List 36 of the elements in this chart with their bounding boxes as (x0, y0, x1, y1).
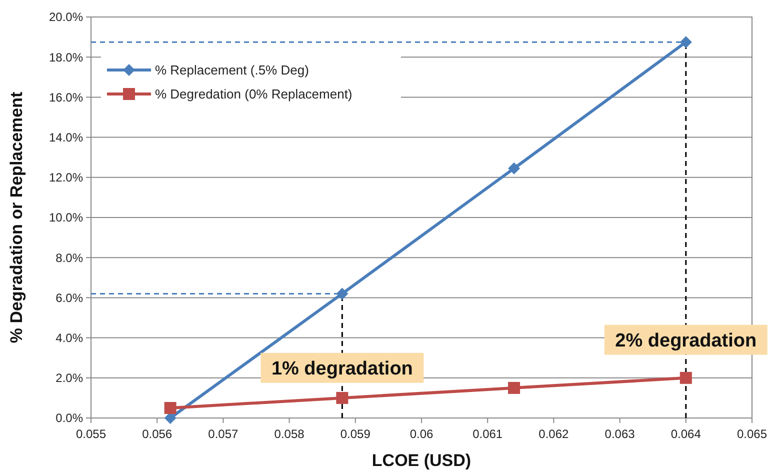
x-tick-label: 0.055 (76, 427, 106, 441)
point (508, 162, 520, 174)
point (164, 412, 176, 424)
y-tick-label: 0.0% (56, 411, 84, 426)
x-tick-label: 0.061 (472, 427, 503, 441)
point (680, 36, 692, 48)
x-tick-label: 0.063 (604, 427, 636, 441)
x-tick-label: 0.062 (538, 427, 570, 441)
x-tick-label: 0.06 (410, 427, 434, 441)
annotation: 1% degradation (271, 358, 413, 380)
point (680, 372, 692, 384)
y-tick-label: 20.0% (48, 10, 84, 24)
annotation: 2% degradation (615, 330, 757, 352)
x-tick-label: 0.057 (208, 427, 239, 441)
x-tick-label: 0.064 (670, 427, 702, 441)
y-tick-label: 2.0% (56, 371, 84, 386)
point (508, 382, 520, 394)
y-tick-label: 10.0% (48, 210, 84, 225)
y-tick-label: 6.0% (56, 290, 84, 305)
point (164, 402, 176, 414)
x-tick-label: 0.056 (142, 427, 172, 441)
y-tick-label: 12.0% (48, 170, 84, 185)
point (336, 288, 348, 300)
x-tick-label: 0.058 (274, 427, 305, 441)
x-tick-label: 0.059 (340, 427, 371, 441)
y-axis-title: % Degradation or Replacement (7, 92, 26, 344)
y-tick-label: 4.0% (56, 331, 84, 345)
legend-label: % Degredation (0% Replacement) (155, 86, 352, 102)
y-tick-label: 8.0% (56, 250, 84, 265)
y-tick-label: 18.0% (48, 50, 84, 64)
x-tick-label: 0.065 (736, 427, 768, 441)
y-tick-label: 14.0% (48, 130, 84, 144)
legend-label: % Replacement (.5% Deg) (155, 62, 309, 78)
y-tick-label: 16.0% (48, 90, 84, 104)
point (336, 392, 348, 404)
x-axis-title: LCOE (USD) (372, 451, 472, 470)
